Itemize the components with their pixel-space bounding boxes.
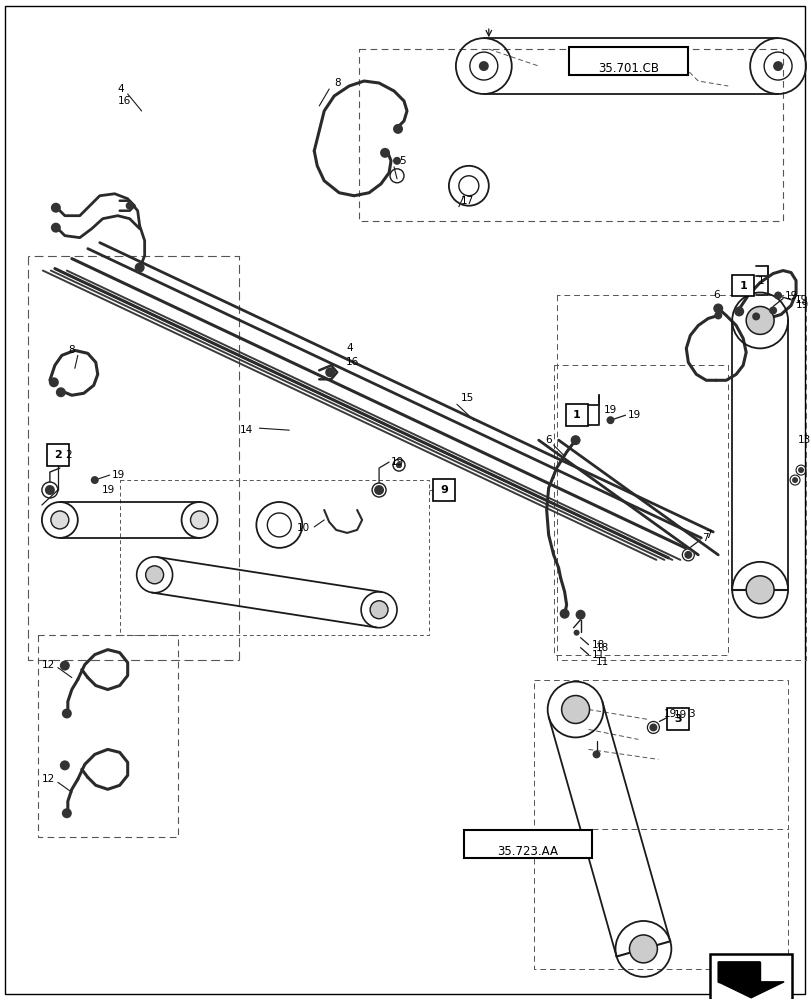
- Circle shape: [649, 723, 657, 731]
- Circle shape: [62, 808, 71, 818]
- Text: 19: 19: [101, 485, 115, 495]
- Circle shape: [60, 661, 70, 671]
- Circle shape: [768, 306, 776, 314]
- Circle shape: [751, 312, 759, 320]
- Circle shape: [135, 263, 144, 273]
- Circle shape: [324, 367, 335, 377]
- Text: 6: 6: [712, 290, 719, 300]
- Text: 14: 14: [239, 425, 252, 435]
- Text: 6: 6: [545, 435, 551, 445]
- Text: 1: 1: [757, 276, 764, 286]
- Circle shape: [559, 609, 569, 619]
- Text: 18: 18: [591, 640, 604, 650]
- Text: 2: 2: [65, 450, 71, 460]
- Circle shape: [570, 435, 580, 445]
- Text: 19: 19: [391, 457, 404, 467]
- Circle shape: [126, 202, 134, 210]
- Text: 10: 10: [297, 523, 310, 533]
- Text: 19: 19: [663, 709, 676, 719]
- Text: 19: 19: [795, 300, 809, 310]
- Bar: [463, 830, 591, 858]
- Circle shape: [561, 696, 589, 723]
- Polygon shape: [718, 962, 783, 998]
- Bar: [565, 404, 587, 426]
- Text: 5: 5: [398, 156, 406, 166]
- Text: 19: 19: [784, 291, 797, 301]
- Circle shape: [573, 630, 579, 636]
- Text: 12: 12: [42, 660, 55, 670]
- Circle shape: [49, 377, 58, 387]
- Text: 16: 16: [118, 96, 131, 106]
- Circle shape: [51, 511, 69, 529]
- Text: 7: 7: [702, 533, 708, 543]
- Bar: [47, 444, 69, 466]
- Text: 4: 4: [118, 84, 124, 94]
- Circle shape: [396, 462, 401, 468]
- Text: 7: 7: [705, 530, 711, 540]
- Circle shape: [393, 157, 401, 165]
- Circle shape: [797, 467, 803, 473]
- Circle shape: [370, 601, 388, 619]
- Text: 35.723.AA: 35.723.AA: [496, 845, 557, 858]
- Text: 16: 16: [345, 357, 359, 367]
- Polygon shape: [718, 962, 759, 982]
- Circle shape: [575, 610, 585, 620]
- Circle shape: [478, 61, 488, 71]
- Text: 4: 4: [345, 343, 352, 353]
- Text: 11: 11: [594, 657, 608, 667]
- Text: 19: 19: [672, 710, 686, 720]
- Text: 8: 8: [68, 345, 75, 355]
- Circle shape: [773, 292, 781, 299]
- Text: 35.701.CB: 35.701.CB: [597, 62, 659, 75]
- Circle shape: [45, 485, 55, 495]
- Text: 8: 8: [334, 78, 341, 88]
- Bar: [568, 47, 688, 75]
- Circle shape: [745, 576, 773, 604]
- Circle shape: [145, 566, 163, 584]
- Circle shape: [396, 462, 401, 468]
- Text: 1: 1: [738, 281, 746, 291]
- Circle shape: [51, 223, 61, 233]
- Text: 1: 1: [572, 410, 580, 420]
- Circle shape: [91, 476, 99, 484]
- Circle shape: [592, 750, 600, 758]
- Circle shape: [56, 387, 66, 397]
- Circle shape: [772, 61, 782, 71]
- Circle shape: [393, 124, 402, 134]
- Circle shape: [60, 760, 70, 770]
- Text: 18: 18: [594, 643, 608, 653]
- Text: 13: 13: [797, 435, 810, 445]
- Bar: [667, 708, 689, 730]
- Circle shape: [374, 485, 384, 495]
- Circle shape: [62, 708, 71, 718]
- Text: 12: 12: [42, 774, 55, 784]
- Text: 19: 19: [603, 405, 616, 415]
- Circle shape: [712, 303, 723, 313]
- Text: 3: 3: [674, 714, 681, 724]
- Text: 3: 3: [688, 709, 694, 719]
- Circle shape: [380, 148, 389, 158]
- Text: 9: 9: [440, 485, 448, 495]
- Circle shape: [606, 416, 614, 424]
- Text: 11: 11: [591, 650, 604, 660]
- Circle shape: [629, 935, 657, 963]
- Bar: [710, 954, 791, 1000]
- Circle shape: [684, 551, 692, 559]
- Circle shape: [51, 203, 61, 213]
- Circle shape: [191, 511, 208, 529]
- Text: 15: 15: [461, 393, 474, 403]
- Text: 19: 19: [794, 295, 807, 305]
- Bar: [432, 479, 454, 501]
- Text: 17: 17: [461, 196, 474, 206]
- Text: 19: 19: [112, 470, 125, 480]
- Circle shape: [745, 306, 773, 334]
- Circle shape: [733, 306, 743, 316]
- Bar: [732, 275, 753, 296]
- Text: 19: 19: [627, 410, 640, 420]
- Circle shape: [791, 477, 797, 483]
- Text: 2: 2: [54, 450, 62, 460]
- Circle shape: [714, 311, 721, 319]
